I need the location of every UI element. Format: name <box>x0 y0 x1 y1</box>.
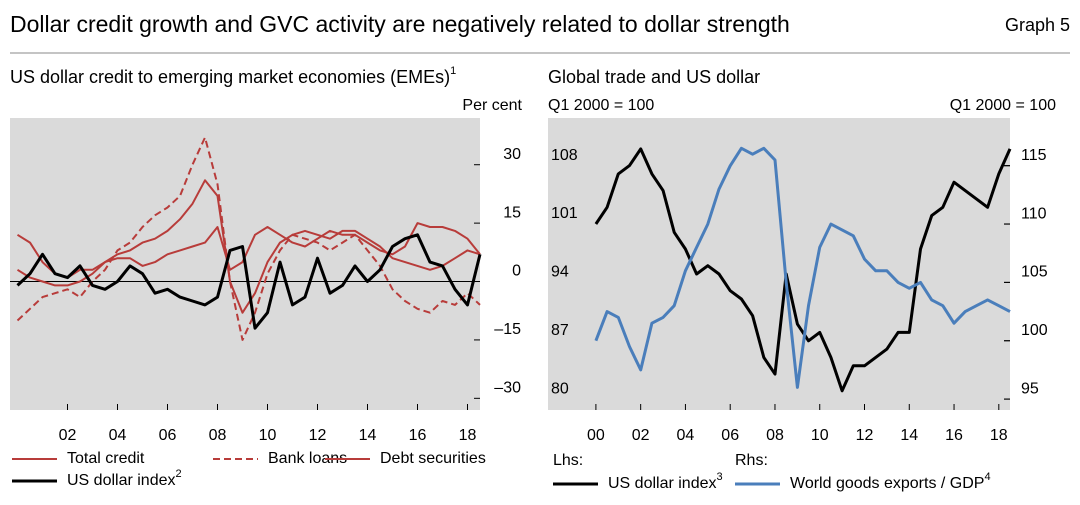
legend-label: US dollar index3 <box>608 471 723 492</box>
y-tick-label: 30 <box>503 146 521 163</box>
x-tick-label: 04 <box>677 427 695 444</box>
x-tick-label: 04 <box>109 427 127 444</box>
x-tick-label: 18 <box>990 427 1008 444</box>
legend-label-text: Debt securities <box>380 450 486 467</box>
chart-title: US dollar credit to emerging market econ… <box>10 65 456 87</box>
y-tick-label: 80 <box>551 380 569 397</box>
chart-title-text: Global trade and US dollar <box>548 67 760 87</box>
plot-background <box>548 118 1010 410</box>
y-unit: Per cent <box>462 97 522 114</box>
x-tick-label: 12 <box>309 427 327 444</box>
legend-label-text: Bank loans <box>268 450 347 467</box>
x-tick-label: 10 <box>259 427 277 444</box>
figure-title: Dollar credit growth and GVC activity ar… <box>10 11 790 37</box>
legend-label-text: US dollar index <box>608 475 717 492</box>
y2-tick-label: 100 <box>1021 322 1048 339</box>
chart-title: Global trade and US dollar <box>548 67 760 87</box>
x-tick-label: 12 <box>856 427 874 444</box>
y2-tick-label: 110 <box>1021 205 1047 222</box>
x-tick-label: 08 <box>766 427 784 444</box>
series-line <box>16 222 481 279</box>
y2-tick-label: 95 <box>1021 380 1039 397</box>
y2-tick-label: 115 <box>1021 147 1047 164</box>
graph-label: Graph 5 <box>1005 15 1070 35</box>
chart-title-text: US dollar credit to emerging market econ… <box>10 67 450 87</box>
y-tick-label: 101 <box>551 205 578 222</box>
legend-label-note: 4 <box>984 471 990 483</box>
x-tick-label: 06 <box>721 427 739 444</box>
x-tick-label: 18 <box>459 427 477 444</box>
x-tick-label: 02 <box>632 427 650 444</box>
legend-label-note: 2 <box>176 468 182 480</box>
legend-label-note: 3 <box>717 471 723 483</box>
y2-unit: Q1 2000 = 100 <box>950 97 1056 114</box>
legend-label-text: Total credit <box>67 450 145 467</box>
legend-label: Total credit <box>67 450 145 467</box>
x-tick-label: 14 <box>359 427 377 444</box>
x-tick-label: 10 <box>811 427 829 444</box>
legend-group: Lhs: <box>553 452 583 469</box>
x-tick-label: 16 <box>945 427 963 444</box>
y-tick-label: –30 <box>494 380 521 397</box>
legend-label: Debt securities <box>380 450 486 467</box>
series-line <box>594 147 1012 393</box>
y-tick-label: 0 <box>512 263 521 280</box>
y-tick-label: 87 <box>551 322 569 339</box>
y-tick-label: 15 <box>503 204 521 221</box>
x-tick-label: 08 <box>209 427 227 444</box>
series-line <box>594 146 1011 389</box>
legend-group: Rhs: <box>735 452 768 469</box>
legend-label-text: US dollar index <box>67 472 176 489</box>
x-tick-label: 16 <box>409 427 427 444</box>
y-tick-label: 94 <box>551 264 569 281</box>
x-tick-label: 02 <box>59 427 77 444</box>
y-unit: Q1 2000 = 100 <box>548 97 654 114</box>
y-tick-label: –15 <box>494 321 521 338</box>
legend-label-text: World goods exports / GDP <box>790 475 984 492</box>
x-tick-label: 00 <box>587 427 605 444</box>
x-tick-label: 06 <box>159 427 177 444</box>
series-line <box>16 233 482 330</box>
series-line <box>16 179 481 314</box>
x-tick-label: 14 <box>900 427 918 444</box>
legend-label: World goods exports / GDP4 <box>790 471 991 492</box>
chart-title-note: 1 <box>450 65 456 77</box>
y-tick-label: 108 <box>551 147 578 164</box>
legend-label: US dollar index2 <box>67 468 182 489</box>
y2-tick-label: 105 <box>1021 264 1048 281</box>
legend-label: Bank loans <box>268 450 347 467</box>
